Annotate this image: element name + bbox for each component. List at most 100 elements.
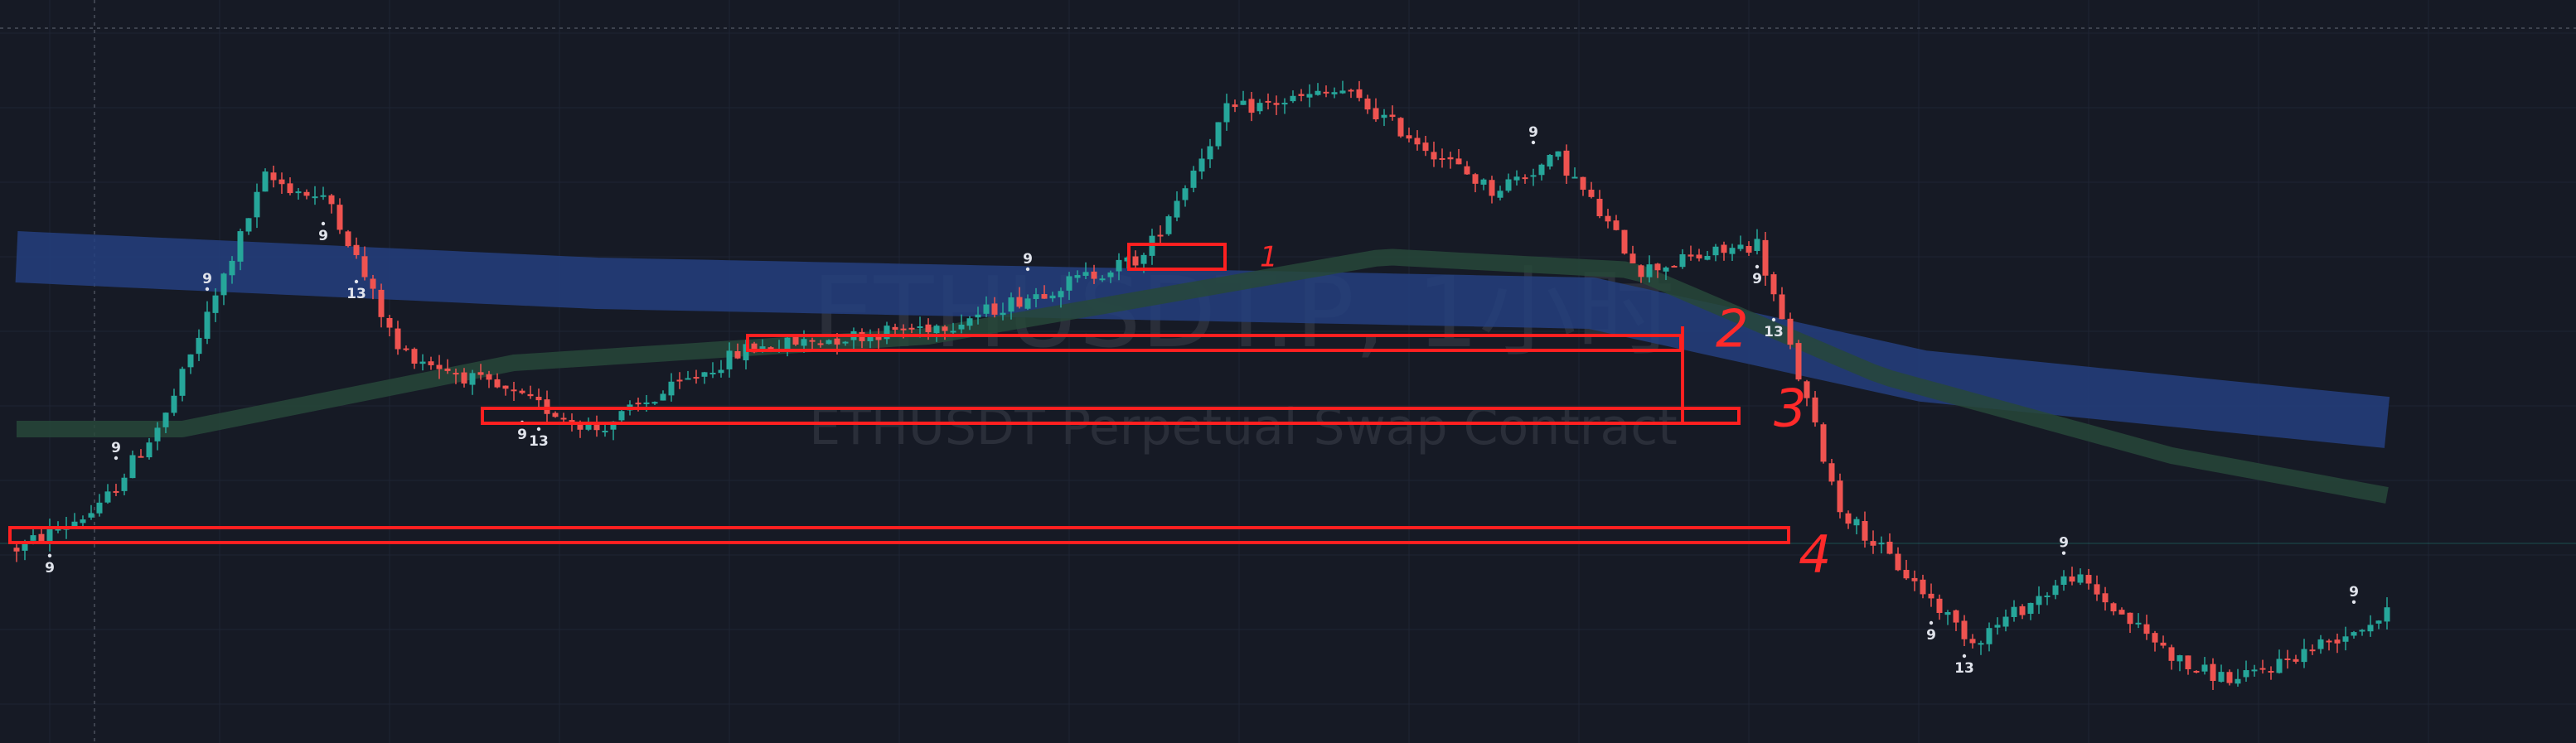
candle-body — [1961, 620, 1968, 639]
sequence-count-dot — [1755, 264, 1760, 269]
candle — [395, 321, 401, 355]
candle-body — [751, 343, 758, 353]
candle-body — [154, 427, 161, 441]
candle-body — [1381, 114, 1387, 118]
candle-body — [38, 533, 45, 542]
candle-body — [1895, 553, 1901, 571]
candle — [1207, 138, 1213, 168]
candle-body — [2218, 672, 2225, 683]
candle-body — [1397, 118, 1404, 137]
candle — [1165, 214, 1172, 236]
candle-body — [1198, 158, 1205, 172]
candle-body — [2002, 616, 2009, 627]
candle-body — [734, 350, 741, 359]
candle-body — [1812, 397, 1818, 422]
candle-body — [1605, 215, 1611, 222]
candle — [104, 484, 111, 504]
candle-body — [212, 295, 219, 313]
candle-body — [701, 372, 708, 377]
candle — [1878, 536, 1885, 554]
candle — [1936, 594, 1943, 620]
sequence-count-label: 9 — [1752, 271, 1762, 287]
candle — [1331, 87, 1338, 99]
candle — [196, 329, 202, 361]
candle — [1638, 264, 1644, 283]
candle-body — [2044, 596, 2051, 598]
candle — [2160, 635, 2167, 649]
candle — [13, 541, 20, 562]
candle — [1489, 176, 1495, 204]
candle-body — [1994, 625, 2001, 628]
candle-body — [1555, 151, 1562, 157]
candle — [1422, 135, 1429, 157]
candle — [2177, 654, 2183, 672]
candle — [908, 323, 915, 334]
candle-body — [569, 420, 575, 422]
candle — [486, 370, 492, 388]
candle-body — [337, 205, 343, 230]
candle-body — [312, 196, 318, 199]
candle-body — [1538, 164, 1545, 176]
candle-body — [1721, 244, 1727, 253]
sequence-count-label: 9 — [1023, 251, 1033, 268]
candle — [1132, 250, 1139, 270]
candle-body — [1480, 179, 1487, 185]
candle — [428, 356, 434, 370]
candle — [1721, 241, 1727, 261]
candle — [1000, 302, 1006, 321]
candle — [892, 323, 898, 335]
candle — [942, 325, 948, 340]
candle-body — [80, 519, 86, 523]
candle — [320, 186, 327, 200]
candle — [2384, 597, 2390, 630]
candle — [726, 342, 733, 378]
candle-body — [2118, 610, 2125, 615]
candle — [602, 424, 608, 437]
candle-body — [1746, 245, 1752, 253]
candle — [2326, 639, 2332, 651]
candle — [718, 359, 724, 378]
candle — [287, 177, 293, 195]
candle — [1787, 312, 1794, 350]
candle-body — [30, 535, 36, 541]
candle — [1969, 634, 1976, 649]
candle-body — [801, 339, 807, 346]
candle — [1439, 148, 1445, 168]
candle — [2301, 639, 2307, 668]
candle — [2317, 634, 2324, 654]
zone-box-1 — [1127, 243, 1227, 271]
candle — [2201, 657, 2208, 675]
candle — [552, 411, 559, 418]
candle-body — [2201, 664, 2208, 672]
candle — [187, 354, 194, 374]
candle — [502, 385, 509, 396]
candle-body — [395, 328, 401, 350]
candle — [1663, 266, 1669, 281]
candle-body — [834, 338, 840, 345]
candle — [1928, 583, 1934, 607]
candle — [867, 329, 874, 349]
candle — [950, 322, 956, 335]
candle — [2251, 664, 2258, 677]
candle-body — [991, 303, 998, 315]
candle-body — [270, 172, 277, 181]
candle — [1795, 340, 1802, 382]
candle-body — [254, 191, 260, 218]
candle-body — [502, 385, 509, 389]
sequence-count-dot — [47, 553, 52, 557]
candle — [138, 449, 144, 458]
candle — [842, 340, 849, 346]
candle-body — [618, 411, 625, 421]
candle-body — [1663, 267, 1669, 272]
candle-body — [602, 431, 608, 433]
candle-body — [1182, 188, 1189, 200]
candle-body — [792, 336, 799, 345]
candle-body — [444, 369, 451, 371]
candle-body — [875, 334, 882, 340]
candle — [1770, 272, 1777, 302]
candle-body — [1273, 103, 1280, 105]
sequence-count-label: 13 — [346, 286, 366, 302]
candle — [419, 354, 426, 371]
candle — [1348, 89, 1354, 99]
